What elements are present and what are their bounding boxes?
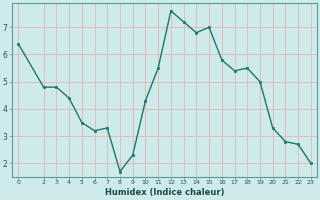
X-axis label: Humidex (Indice chaleur): Humidex (Indice chaleur)	[105, 188, 224, 197]
